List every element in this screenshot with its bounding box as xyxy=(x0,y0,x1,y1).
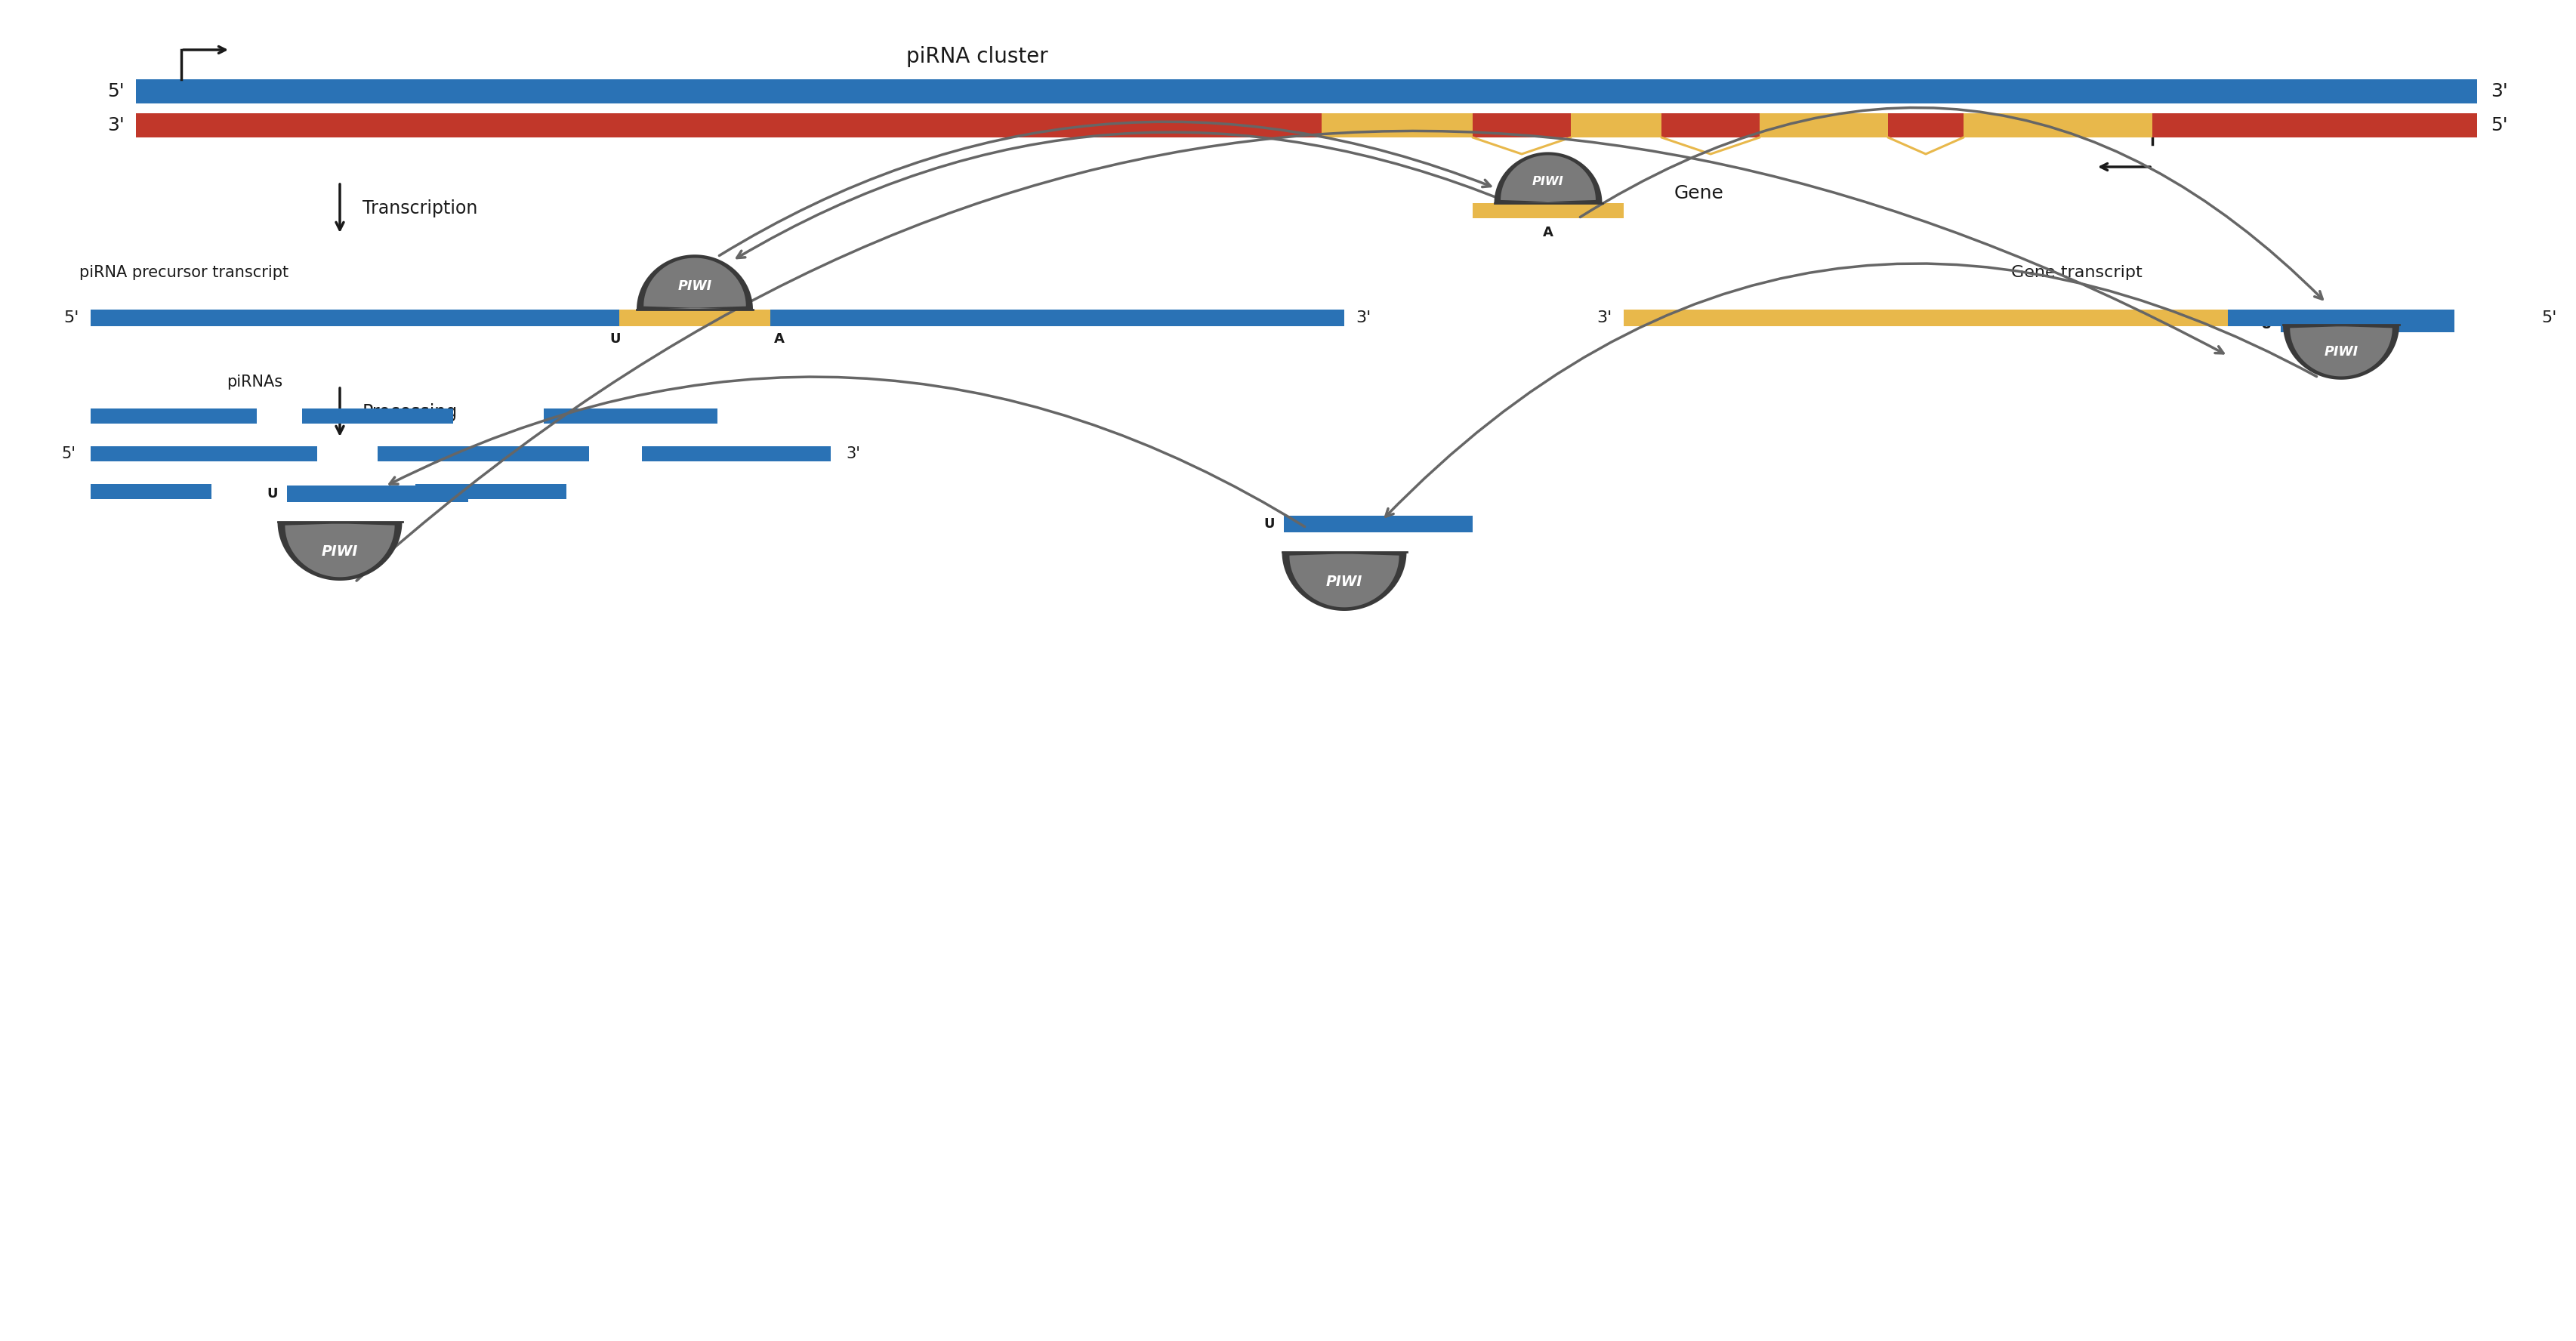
Bar xyxy=(90,409,258,424)
Text: 3': 3' xyxy=(1597,310,1613,326)
Polygon shape xyxy=(286,522,394,577)
Text: A: A xyxy=(2290,333,2300,346)
Text: A: A xyxy=(773,333,783,346)
Bar xyxy=(137,113,2476,137)
Text: piRNA cluster: piRNA cluster xyxy=(907,46,1048,67)
Bar xyxy=(618,310,770,326)
Text: U: U xyxy=(268,487,278,500)
Bar xyxy=(1571,113,1662,137)
Bar xyxy=(1473,202,1623,219)
Text: Processing: Processing xyxy=(363,404,459,421)
Text: A: A xyxy=(1543,225,1553,239)
Text: PIWI: PIWI xyxy=(2324,346,2357,359)
Text: 5': 5' xyxy=(108,82,124,101)
Text: 5': 5' xyxy=(64,310,80,326)
Bar xyxy=(90,447,317,461)
Text: Transcription: Transcription xyxy=(363,200,477,217)
Text: 5': 5' xyxy=(2540,310,2555,326)
Bar xyxy=(137,79,2476,103)
Text: piRNAs: piRNAs xyxy=(227,374,283,390)
Bar xyxy=(379,447,590,461)
Text: piRNA precursor transcript: piRNA precursor transcript xyxy=(80,266,289,280)
Text: 5': 5' xyxy=(2491,117,2506,134)
Bar xyxy=(2228,310,2455,326)
Text: Gene transcript: Gene transcript xyxy=(2012,266,2141,280)
Text: PIWI: PIWI xyxy=(322,544,358,558)
Polygon shape xyxy=(278,522,402,581)
Polygon shape xyxy=(1288,552,1399,607)
Bar xyxy=(544,409,716,424)
Bar xyxy=(1623,310,2303,326)
Bar xyxy=(1283,516,1473,532)
Bar xyxy=(286,485,469,502)
Text: PIWI: PIWI xyxy=(1533,176,1564,188)
Text: 5': 5' xyxy=(62,447,75,461)
Polygon shape xyxy=(2290,325,2391,377)
Bar xyxy=(1759,113,1888,137)
Text: PIWI: PIWI xyxy=(677,280,711,294)
Polygon shape xyxy=(1499,156,1595,202)
Polygon shape xyxy=(2282,325,2398,380)
Bar xyxy=(2280,316,2455,333)
Text: 3': 3' xyxy=(2491,82,2506,101)
Text: 3': 3' xyxy=(845,447,860,461)
Text: U: U xyxy=(611,333,621,346)
Bar xyxy=(301,409,453,424)
Text: PIWI: PIWI xyxy=(1327,574,1363,589)
Text: 3': 3' xyxy=(1355,310,1370,326)
Polygon shape xyxy=(1494,152,1602,202)
Bar xyxy=(1963,113,2151,137)
Bar xyxy=(641,447,829,461)
Polygon shape xyxy=(644,257,744,310)
Bar xyxy=(415,484,567,499)
Polygon shape xyxy=(636,255,752,310)
Text: U: U xyxy=(1262,518,1275,531)
Text: Gene: Gene xyxy=(1674,184,1723,202)
Bar xyxy=(90,310,1345,326)
Polygon shape xyxy=(1283,552,1406,611)
Text: U: U xyxy=(2259,318,2272,331)
Bar xyxy=(1321,113,1473,137)
Text: 3': 3' xyxy=(108,117,124,134)
Bar xyxy=(90,484,211,499)
